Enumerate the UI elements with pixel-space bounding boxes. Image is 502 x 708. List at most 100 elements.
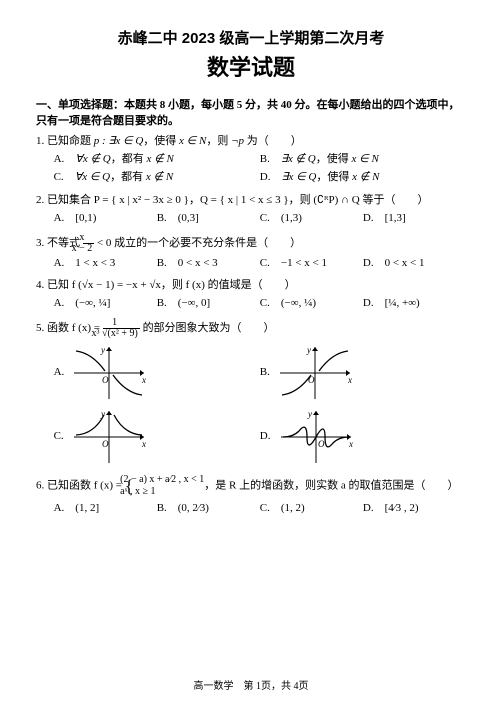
q4-option-b: B. (−∞, 0] — [157, 296, 260, 312]
opt-label: C. — [54, 171, 75, 183]
q1-stem: 1. 已知命题 p : ∃x ∈ Q，使得 x ∈ N，则 ¬p 为（ ） — [36, 134, 466, 150]
q2-option-a: A. [0,1) — [54, 211, 157, 227]
svg-text:O: O — [102, 375, 109, 385]
svg-text:y: y — [306, 345, 311, 355]
q6-option-b: B. (0, 2⁄3) — [157, 501, 260, 517]
question-5: 5. 函数 f (x) = 1x³ √(x² + 9) 的部分图象大致为（ ） … — [36, 318, 466, 467]
q2-option-c: C. (1,3) — [260, 211, 363, 227]
svg-text:O: O — [308, 375, 315, 385]
opt-math: ∃x ∉ Q — [281, 153, 316, 165]
opt-math: x ∉ N — [146, 153, 173, 165]
question-4: 4. 已知 f (√x − 1) = −x + √x，则 f (x) 的值域是（… — [36, 278, 466, 312]
opt-label: A. — [54, 297, 76, 309]
question-1: 1. 已知命题 p : ∃x ∈ Q，使得 x ∈ N，则 ¬p 为（ ） A.… — [36, 134, 466, 188]
q1-math: ¬p — [231, 135, 244, 147]
frac-den: x³ √(x² + 9) — [103, 329, 140, 339]
svg-text:x: x — [348, 439, 353, 449]
opt-label: B. — [260, 153, 281, 165]
q3-text: < 0 成立的一个必要不充分条件是（ ） — [94, 237, 301, 249]
q1-math: p : ∃x ∈ Q — [94, 135, 144, 147]
q5-text: 的部分图象大致为（ ） — [140, 322, 275, 334]
q6-text: 6. 已知函数 f (x) = — [36, 480, 125, 492]
piece2: aˣ , x ≥ 1 — [133, 486, 204, 498]
piecewise: (2 − a) x + a⁄2 , x < 1aˣ , x ≥ 1 — [133, 474, 204, 498]
q3-option-c: C. −1 < x < 1 — [260, 256, 363, 272]
opt-text: ，使得 — [316, 153, 352, 165]
q4-option-c: C. (−∞, ¼) — [260, 296, 363, 312]
opt-math: x ∉ N — [146, 171, 173, 183]
opt-math: ∃x ∈ Q — [282, 171, 317, 183]
q5-option-c-cell: C. xyO — [54, 407, 260, 467]
q5-option-d: D. — [260, 429, 271, 445]
q6-stem: 6. 已知函数 f (x) = {(2 − a) x + a⁄2 , x < 1… — [36, 473, 466, 499]
svg-text:O: O — [102, 439, 109, 449]
opt-math: ∀x ∉ Q — [75, 153, 110, 165]
opt-math: x ∈ N — [352, 153, 379, 165]
q2-option-b: B. (0,3] — [157, 211, 260, 227]
q5-option-d-cell: D. x y O — [260, 407, 466, 467]
q3-option-d: D. 0 < x < 1 — [363, 256, 466, 272]
opt-val: (−∞, 0] — [178, 297, 210, 309]
section-heading: 一、单项选择题：本题共 8 小题，每小题 5 分，共 40 分。在每小题给出的四… — [36, 98, 466, 130]
q1-option-a: A. ∀x ∉ Q，都有 x ∉ N — [54, 151, 260, 169]
q5-option-b: B. — [260, 365, 270, 381]
opt-text: ，都有 — [110, 171, 146, 183]
page-footer: 高一数学 第 1页，共 4页 — [0, 680, 502, 695]
opt-math: x ∉ N — [352, 171, 379, 183]
graph-d: x y O — [277, 407, 355, 467]
q5-option-a: A. — [54, 365, 65, 381]
svg-text:x: x — [347, 375, 352, 385]
q6-option-d: D. [4⁄3 , 2) — [363, 501, 466, 517]
q5-option-b-cell: B. x y O — [260, 343, 466, 403]
q3-option-a: A. 1 < x < 3 — [54, 256, 157, 272]
q2-stem: 2. 已知集合 P = { x | x² − 3x ≥ 0 }，Q = { x … — [36, 193, 466, 209]
question-3: 3. 不等式 xx − 2 < 0 成立的一个必要不充分条件是（ ） A. 1 … — [36, 233, 466, 272]
opt-val: (−∞, ¼] — [75, 297, 110, 309]
q5-option-a-cell: A. x y O — [54, 343, 260, 403]
svg-text:y: y — [100, 345, 105, 355]
graph-b: x y O — [276, 343, 354, 403]
question-6: 6. 已知函数 f (x) = {(2 − a) x + a⁄2 , x < 1… — [36, 473, 466, 517]
graph-c: xyO — [70, 407, 148, 467]
q1-stem-part: 1. 已知命题 — [36, 135, 94, 147]
opt-text: ，都有 — [111, 153, 147, 165]
q1-option-d: D. ∃x ∈ Q，使得 x ∉ N — [260, 169, 466, 187]
q3-option-b: B. 0 < x < 3 — [157, 256, 260, 272]
q3-stem: 3. 不等式 xx − 2 < 0 成立的一个必要不充分条件是（ ） — [36, 233, 466, 254]
q4-option-d: D. [¼, +∞) — [363, 296, 466, 312]
opt-label: C. — [260, 297, 281, 309]
opt-label: D. — [260, 171, 282, 183]
exam-school-line: 赤峰二中 2023 级高一上学期第二次月考 — [36, 28, 466, 50]
graph-a: x y O — [70, 343, 148, 403]
q2-option-d: D. [1,3] — [363, 211, 466, 227]
exam-subject: 数学试题 — [36, 52, 466, 84]
question-2: 2. 已知集合 P = { x | x² − 3x ≥ 0 }，Q = { x … — [36, 193, 466, 227]
svg-text:O: O — [318, 439, 325, 449]
q5-option-c: C. — [54, 429, 64, 445]
q5-stem: 5. 函数 f (x) = 1x³ √(x² + 9) 的部分图象大致为（ ） — [36, 318, 466, 339]
opt-math: ∀x ∈ Q — [75, 171, 110, 183]
q5-fraction: 1x³ √(x² + 9) — [103, 318, 140, 339]
svg-text:x: x — [141, 439, 146, 449]
opt-val: [¼, +∞) — [385, 297, 420, 309]
q4-option-a: A. (−∞, ¼] — [54, 296, 157, 312]
svg-text:x: x — [141, 375, 146, 385]
q1-math: x ∈ N — [179, 135, 206, 147]
q4-stem: 4. 已知 f (√x − 1) = −x + √x，则 f (x) 的值域是（… — [36, 278, 466, 294]
opt-label: D. — [363, 297, 385, 309]
piece1: (2 − a) x + a⁄2 , x < 1 — [133, 474, 204, 486]
q6-option-c: C. (1, 2) — [260, 501, 363, 517]
frac-den: x − 2 — [83, 244, 94, 254]
q1-option-c: C. ∀x ∈ Q，都有 x ∉ N — [54, 169, 260, 187]
opt-label: A. — [54, 153, 76, 165]
svg-text:y: y — [307, 409, 312, 419]
opt-label: B. — [157, 297, 178, 309]
opt-text: ，使得 — [316, 171, 352, 183]
q1-stem-part: ，则 — [206, 135, 231, 147]
q6-text: ，是 R 上的增函数，则实数 a 的取值范围是（ ） — [204, 480, 458, 492]
q1-option-b: B. ∃x ∉ Q，使得 x ∈ N — [260, 151, 466, 169]
q6-option-a: A. (1, 2] — [54, 501, 157, 517]
q1-stem-part: ，使得 — [143, 135, 179, 147]
q1-paren: 为（ ） — [244, 135, 302, 147]
opt-val: (−∞, ¼) — [281, 297, 316, 309]
